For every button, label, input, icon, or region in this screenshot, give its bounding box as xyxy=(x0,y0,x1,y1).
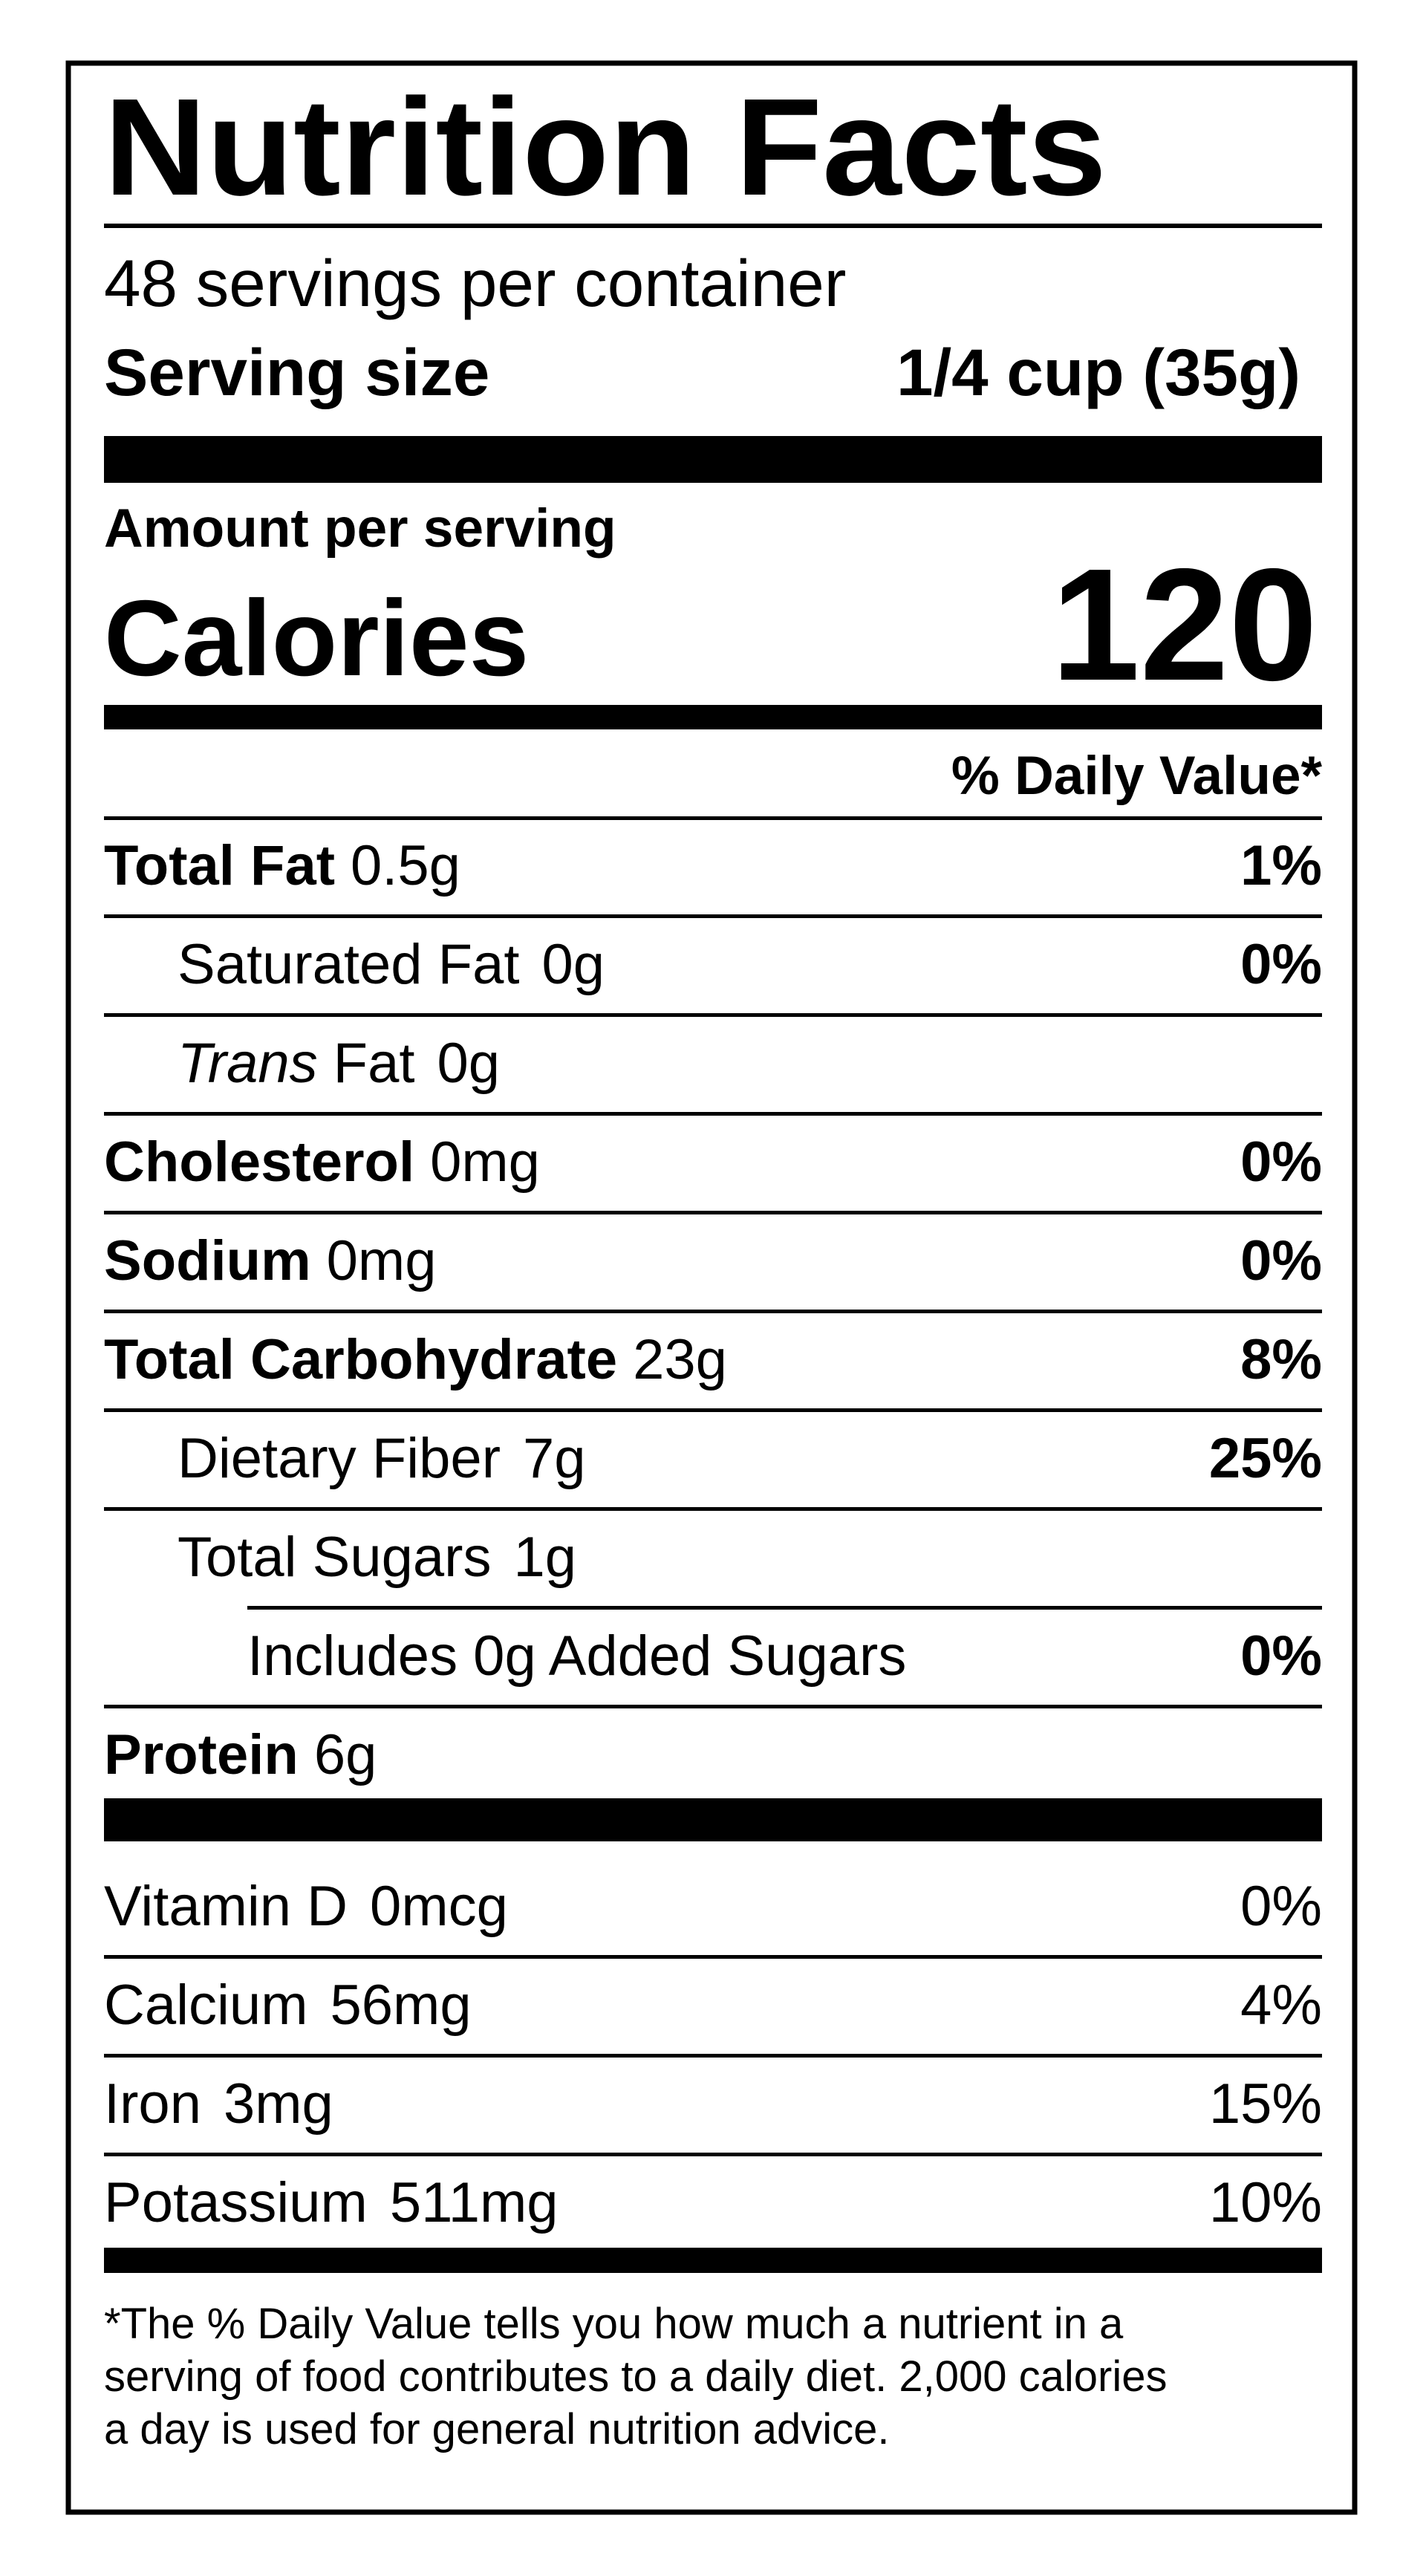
nutrient-name: Total Fat xyxy=(104,834,335,897)
vitamin-row: Vitamin D 0mcg xyxy=(104,1875,508,1938)
daily-value: 0% xyxy=(1240,1875,1322,1938)
vitamin-name: Potassium xyxy=(104,2171,368,2234)
vitamin-amount: 3mg xyxy=(224,2072,333,2136)
nutrient-amount: 0mg xyxy=(430,1131,540,1194)
rule xyxy=(104,1955,1322,1959)
daily-value: 1% xyxy=(1240,834,1322,897)
vitamin-amount: 511mg xyxy=(390,2171,559,2234)
calories-value: 120 xyxy=(1051,535,1318,714)
daily-value: 0% xyxy=(1240,1624,1322,1688)
nutrient-amount: 0g xyxy=(542,933,605,996)
nutrient-amount: 23g xyxy=(633,1328,727,1391)
nutrient-row: Saturated Fat 0g xyxy=(178,933,605,996)
rule xyxy=(104,1112,1322,1116)
daily-value: 8% xyxy=(1240,1328,1322,1391)
nutrient-row: Sodium 0mg xyxy=(104,1229,437,1292)
nutrient-amount: 7g xyxy=(523,1427,586,1490)
daily-value: 10% xyxy=(1209,2171,1322,2234)
servings: 48 servings per container xyxy=(104,246,846,320)
daily-value-heading: % Daily Value* xyxy=(951,746,1323,806)
vitamin-amount: 0mcg xyxy=(370,1875,508,1938)
nutrient-row: Dietary Fiber 7g xyxy=(178,1427,586,1490)
footnote-line: *The % Daily Value tells you how much a … xyxy=(104,2300,1124,2348)
rule xyxy=(104,1705,1322,1708)
serving-size-label: Serving size xyxy=(104,335,489,409)
nutrient-row: Protein 6g xyxy=(104,1723,377,1786)
amount-heading: Amount per serving xyxy=(104,498,616,559)
nutrient-row: Cholesterol 0mg xyxy=(104,1131,540,1194)
nutrient-row: Trans Fat 0g xyxy=(178,1032,500,1095)
rule xyxy=(104,2054,1322,2058)
footnote-line: serving of food contributes to a daily d… xyxy=(104,2352,1168,2401)
rule xyxy=(104,1013,1322,1017)
daily-value: 4% xyxy=(1240,1974,1322,2037)
nutrient-name: Saturated Fat xyxy=(178,933,520,996)
label-border xyxy=(65,60,1358,2515)
thick-bar xyxy=(104,436,1322,483)
nutrient-amount: 0g xyxy=(437,1032,500,1095)
serving-size-value: 1/4 cup (35g) xyxy=(896,335,1300,409)
medium-bar xyxy=(104,705,1322,729)
vitamin-name: Calcium xyxy=(104,1974,308,2037)
vitamin-row: Iron 3mg xyxy=(104,2072,333,2136)
nutrient-name: Includes 0g Added Sugars xyxy=(247,1624,906,1688)
vitamin-row: Calcium 56mg xyxy=(104,1974,472,2037)
medium-bar xyxy=(104,2248,1322,2273)
daily-value: 0% xyxy=(1240,1229,1322,1292)
nutrient-amount: 0.5g xyxy=(351,834,460,897)
nutrient-row: Total Carbohydrate 23g xyxy=(104,1328,727,1391)
nutrient-name: Protein xyxy=(104,1723,299,1786)
rule xyxy=(104,1507,1322,1511)
rule xyxy=(104,816,1322,820)
nutrient-name: Total Sugars xyxy=(178,1526,491,1589)
daily-value: 15% xyxy=(1209,2072,1322,2136)
rule xyxy=(104,224,1322,228)
nutrient-name: Sodium xyxy=(104,1229,311,1292)
vitamin-name: Iron xyxy=(104,2072,201,2136)
rule xyxy=(104,914,1322,918)
calories-label: Calories xyxy=(104,578,529,698)
rule xyxy=(104,1408,1322,1412)
nutrient-name: Dietary Fiber xyxy=(178,1427,501,1490)
nutrient-name: Cholesterol xyxy=(104,1131,414,1194)
nutrient-amount: 6g xyxy=(314,1723,377,1786)
daily-value: 0% xyxy=(1240,1131,1322,1194)
nutrient-amount: 0mg xyxy=(327,1229,437,1292)
nutrient-row: Total Fat 0.5g xyxy=(104,834,460,897)
footnote-line: a day is used for general nutrition advi… xyxy=(104,2405,890,2453)
vitamin-row: Potassium 511mg xyxy=(104,2171,559,2234)
nutrient-row: Total Sugars 1g xyxy=(178,1526,576,1589)
rule xyxy=(104,1310,1322,1313)
vitamin-amount: 56mg xyxy=(331,1974,472,2037)
rule xyxy=(247,1606,1322,1610)
daily-value: 0% xyxy=(1240,933,1322,996)
rule xyxy=(104,1211,1322,1214)
vitamin-name: Vitamin D xyxy=(104,1875,348,1938)
title: Nutrition Facts xyxy=(104,71,1107,224)
daily-value: 25% xyxy=(1209,1427,1322,1490)
rule xyxy=(104,2153,1322,2156)
nutrient-amount: 1g xyxy=(513,1526,576,1589)
nutrient-name: Fat xyxy=(333,1032,415,1095)
nutrient-row: Includes 0g Added Sugars xyxy=(247,1624,906,1688)
thick-bar xyxy=(104,1798,1322,1841)
nutrient-name: Total Carbohydrate xyxy=(104,1328,617,1391)
nutrient-name-italic: Trans xyxy=(178,1032,318,1095)
